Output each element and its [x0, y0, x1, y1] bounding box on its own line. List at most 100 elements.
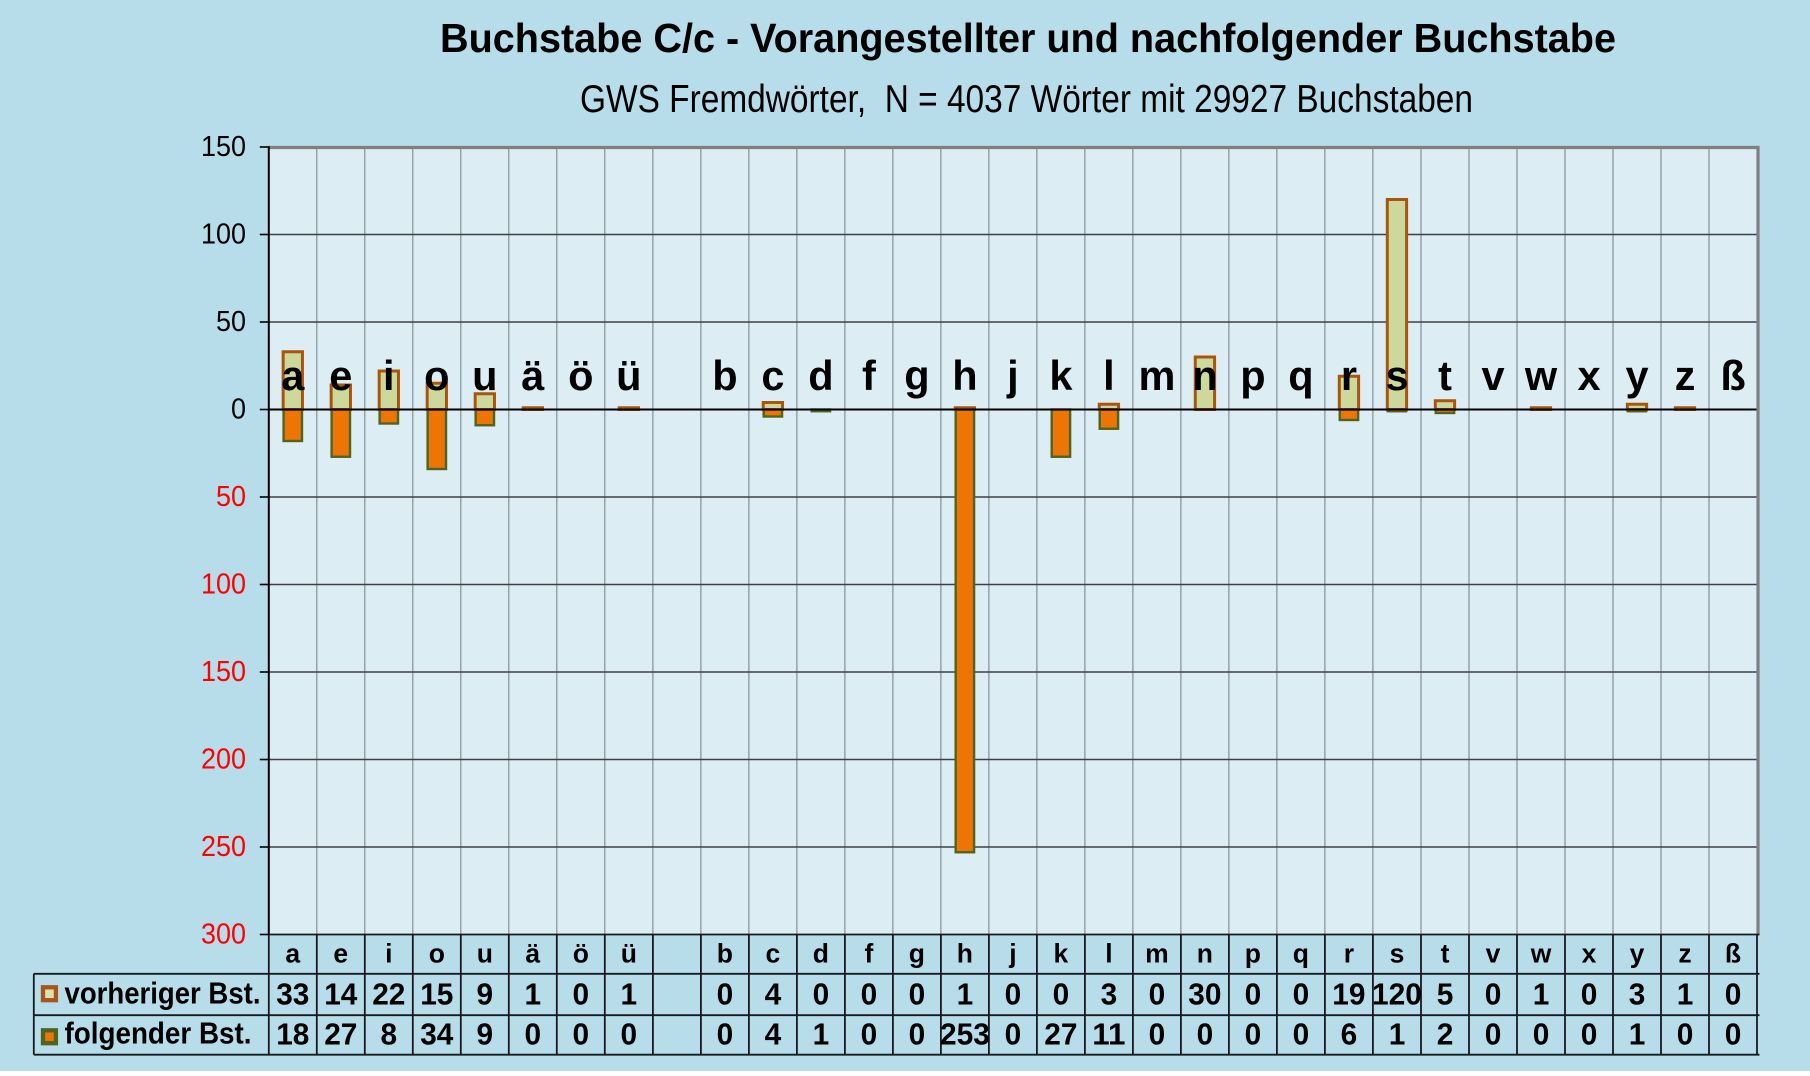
svg-text:0: 0 — [1485, 977, 1502, 1011]
svg-text:vorheriger Bst.: vorheriger Bst. — [65, 976, 261, 1010]
svg-text:z: z — [1675, 352, 1696, 399]
svg-text:14: 14 — [324, 977, 357, 1011]
svg-text:d: d — [813, 939, 829, 969]
svg-text:x: x — [1577, 352, 1600, 399]
svg-text:c: c — [761, 352, 784, 399]
svg-text:4: 4 — [765, 1017, 782, 1051]
svg-text:x: x — [1582, 939, 1597, 969]
svg-text:11: 11 — [1092, 1017, 1125, 1051]
svg-text:0: 0 — [1005, 977, 1022, 1011]
svg-text:22: 22 — [372, 977, 405, 1011]
svg-text:Buchstabe C/c - Vorangestellte: Buchstabe C/c - Vorangestellter und nach… — [440, 15, 1616, 61]
svg-text:27: 27 — [1044, 1017, 1077, 1051]
svg-text:9: 9 — [477, 1017, 494, 1051]
svg-text:150: 150 — [201, 656, 246, 688]
svg-text:n: n — [1192, 352, 1217, 399]
svg-text:l: l — [1103, 352, 1115, 399]
svg-text:p: p — [1245, 939, 1261, 969]
svg-text:s: s — [1385, 352, 1408, 399]
svg-text:h: h — [957, 939, 973, 969]
svg-text:0: 0 — [1197, 1017, 1214, 1051]
svg-text:p: p — [1240, 352, 1265, 399]
svg-text:f: f — [864, 939, 873, 969]
svg-text:253: 253 — [940, 1017, 990, 1051]
svg-text:27: 27 — [324, 1017, 357, 1051]
svg-text:1: 1 — [813, 1017, 830, 1051]
svg-text:o: o — [429, 939, 445, 969]
svg-text:0: 0 — [1581, 1017, 1598, 1051]
svg-text:g: g — [909, 939, 925, 969]
svg-text:ä: ä — [521, 352, 545, 399]
svg-text:19: 19 — [1332, 977, 1365, 1011]
svg-text:200: 200 — [201, 744, 246, 776]
svg-text:0: 0 — [573, 1017, 590, 1051]
svg-text:1: 1 — [525, 977, 542, 1011]
svg-text:i: i — [385, 939, 392, 969]
svg-text:100: 100 — [201, 569, 246, 601]
svg-text:m: m — [1138, 352, 1175, 399]
svg-text:3: 3 — [1629, 977, 1646, 1011]
svg-text:v: v — [1481, 352, 1504, 399]
svg-text:50: 50 — [216, 481, 246, 513]
svg-text:1: 1 — [1533, 977, 1550, 1011]
svg-text:c: c — [766, 939, 781, 969]
svg-text:1: 1 — [621, 977, 638, 1011]
svg-text:k: k — [1049, 352, 1073, 399]
svg-text:0: 0 — [1533, 1017, 1550, 1051]
svg-text:18: 18 — [276, 1017, 309, 1051]
svg-text:0: 0 — [1149, 1017, 1166, 1051]
svg-text:ä: ä — [525, 939, 540, 969]
svg-text:9: 9 — [477, 977, 494, 1011]
svg-text:s: s — [1390, 939, 1405, 969]
svg-text:0: 0 — [1293, 977, 1310, 1011]
svg-text:a: a — [285, 939, 300, 969]
svg-text:0: 0 — [861, 977, 878, 1011]
svg-text:l: l — [1105, 939, 1112, 969]
svg-text:e: e — [329, 352, 352, 399]
svg-text:1: 1 — [957, 977, 974, 1011]
svg-text:h: h — [952, 352, 977, 399]
svg-text:ö: ö — [568, 352, 593, 399]
svg-text:ü: ü — [616, 352, 641, 399]
svg-text:150: 150 — [201, 131, 246, 163]
svg-text:q: q — [1288, 352, 1313, 399]
svg-text:GWS Fremdwörter, N = 4037 Wör: GWS Fremdwörter, N = 4037 Wörter mit 299… — [580, 78, 1473, 121]
svg-text:0: 0 — [621, 1017, 638, 1051]
svg-text:0: 0 — [1485, 1017, 1502, 1051]
svg-text:0: 0 — [573, 977, 590, 1011]
svg-text:3: 3 — [1101, 977, 1118, 1011]
svg-text:ö: ö — [573, 939, 589, 969]
svg-text:u: u — [477, 939, 493, 969]
svg-text:0: 0 — [1581, 977, 1598, 1011]
svg-text:100: 100 — [201, 219, 246, 251]
svg-text:y: y — [1625, 352, 1648, 399]
svg-text:0: 0 — [525, 1017, 542, 1051]
svg-text:0: 0 — [1245, 977, 1262, 1011]
svg-text:w: w — [1530, 939, 1552, 969]
svg-text:w: w — [1524, 352, 1558, 399]
svg-text:r: r — [1344, 939, 1354, 969]
svg-text:0: 0 — [1725, 977, 1742, 1011]
svg-text:b: b — [717, 939, 733, 969]
svg-text:j: j — [1006, 352, 1019, 399]
svg-text:f: f — [862, 352, 876, 399]
svg-text:0: 0 — [813, 977, 830, 1011]
svg-text:o: o — [424, 352, 449, 399]
svg-text:0: 0 — [1149, 977, 1166, 1011]
svg-text:0: 0 — [231, 394, 246, 426]
svg-text:6: 6 — [1341, 1017, 1358, 1051]
svg-text:33: 33 — [276, 977, 309, 1011]
svg-text:ü: ü — [621, 939, 637, 969]
svg-text:34: 34 — [420, 1017, 453, 1051]
svg-text:1: 1 — [1389, 1017, 1406, 1051]
svg-text:0: 0 — [1005, 1017, 1022, 1051]
svg-text:30: 30 — [1188, 977, 1221, 1011]
svg-text:0: 0 — [1677, 1017, 1694, 1051]
svg-text:y: y — [1630, 939, 1645, 969]
svg-text:e: e — [333, 939, 348, 969]
svg-text:2: 2 — [1437, 1017, 1454, 1051]
svg-text:g: g — [904, 352, 929, 399]
svg-text:0: 0 — [909, 977, 926, 1011]
svg-text:5: 5 — [1437, 977, 1454, 1011]
svg-text:b: b — [712, 352, 737, 399]
